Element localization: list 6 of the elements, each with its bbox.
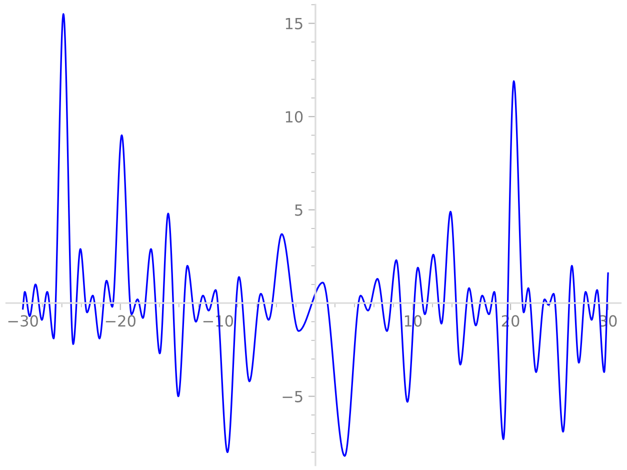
x-tick-label: −30 <box>8 315 38 327</box>
y-tick-label: 10 <box>286 111 303 123</box>
y-tick-label: 5 <box>295 204 302 216</box>
y-tick-label: −5 <box>282 390 302 402</box>
x-tick-label: −20 <box>106 315 136 327</box>
y-tick-label: 15 <box>286 18 302 30</box>
